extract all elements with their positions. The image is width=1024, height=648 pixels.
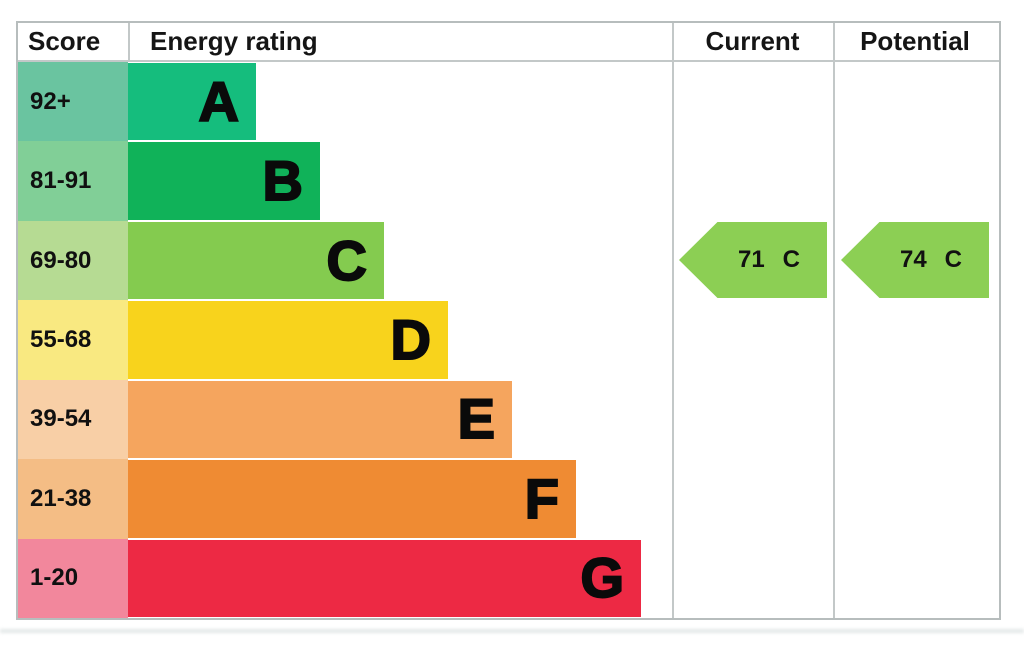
band-row-a: 92+ A — [18, 62, 999, 142]
rating-letter: B — [262, 149, 304, 213]
rating-letter: E — [457, 387, 496, 451]
band-rows: 92+ A 81-91 B 69-80 C — [18, 62, 999, 618]
band-row-c: 69-80 C — [18, 220, 999, 301]
rating-bar: F — [128, 460, 576, 538]
potential-column-divider — [833, 23, 835, 618]
score-cell: 39-54 — [18, 379, 128, 460]
score-cell: 69-80 — [18, 220, 128, 301]
current-column-divider — [672, 23, 674, 618]
band-row-g: 1-20 G — [18, 538, 999, 618]
score-range-label: 21-38 — [30, 484, 92, 512]
rating-bar: D — [128, 301, 448, 379]
rating-bar: C — [128, 221, 384, 300]
potential-header: Potential — [860, 26, 970, 56]
band-row-b: 81-91 B — [18, 141, 999, 221]
header-row: Score Energy rating Current Potential — [18, 23, 999, 62]
energy-rating-header: Energy rating — [150, 26, 318, 56]
rating-bar: B — [128, 142, 320, 220]
score-range-label: 55-68 — [30, 325, 92, 353]
rating-letter: G — [579, 546, 625, 610]
score-range-label: 92+ — [30, 87, 71, 115]
rating-bar: G — [128, 539, 641, 617]
score-range-label: 81-91 — [30, 167, 92, 195]
potential-rating-value: 74 — [899, 246, 927, 273]
rating-letter: D — [390, 307, 432, 371]
score-cell: 21-38 — [18, 459, 128, 539]
band-row-d: 55-68 D — [18, 300, 999, 380]
current-rating-band: C — [782, 246, 801, 273]
rating-bar: A — [128, 63, 256, 141]
score-range-label: 39-54 — [30, 405, 92, 433]
epc-table: Score Energy rating Current Potential 92… — [16, 21, 1001, 620]
rating-bar: E — [128, 380, 512, 459]
score-cell: 92+ — [18, 62, 128, 142]
score-header: Score — [28, 26, 101, 56]
current-header: Current — [705, 26, 800, 56]
band-row-e: 39-54 E — [18, 379, 999, 460]
current-rating-value: 71 — [737, 246, 765, 273]
score-cell: 55-68 — [18, 300, 128, 380]
rating-letter: A — [198, 69, 240, 133]
score-column-divider — [128, 23, 130, 60]
score-range-label: 1-20 — [30, 564, 79, 592]
score-cell: 1-20 — [18, 538, 128, 618]
score-cell: 81-91 — [18, 141, 128, 221]
band-row-f: 21-38 F — [18, 459, 999, 539]
rating-letter: F — [524, 466, 560, 530]
rating-letter: C — [326, 228, 368, 292]
score-range-label: 69-80 — [30, 246, 92, 274]
potential-rating-band: C — [944, 246, 963, 273]
page-crop-artifact — [0, 629, 1024, 633]
